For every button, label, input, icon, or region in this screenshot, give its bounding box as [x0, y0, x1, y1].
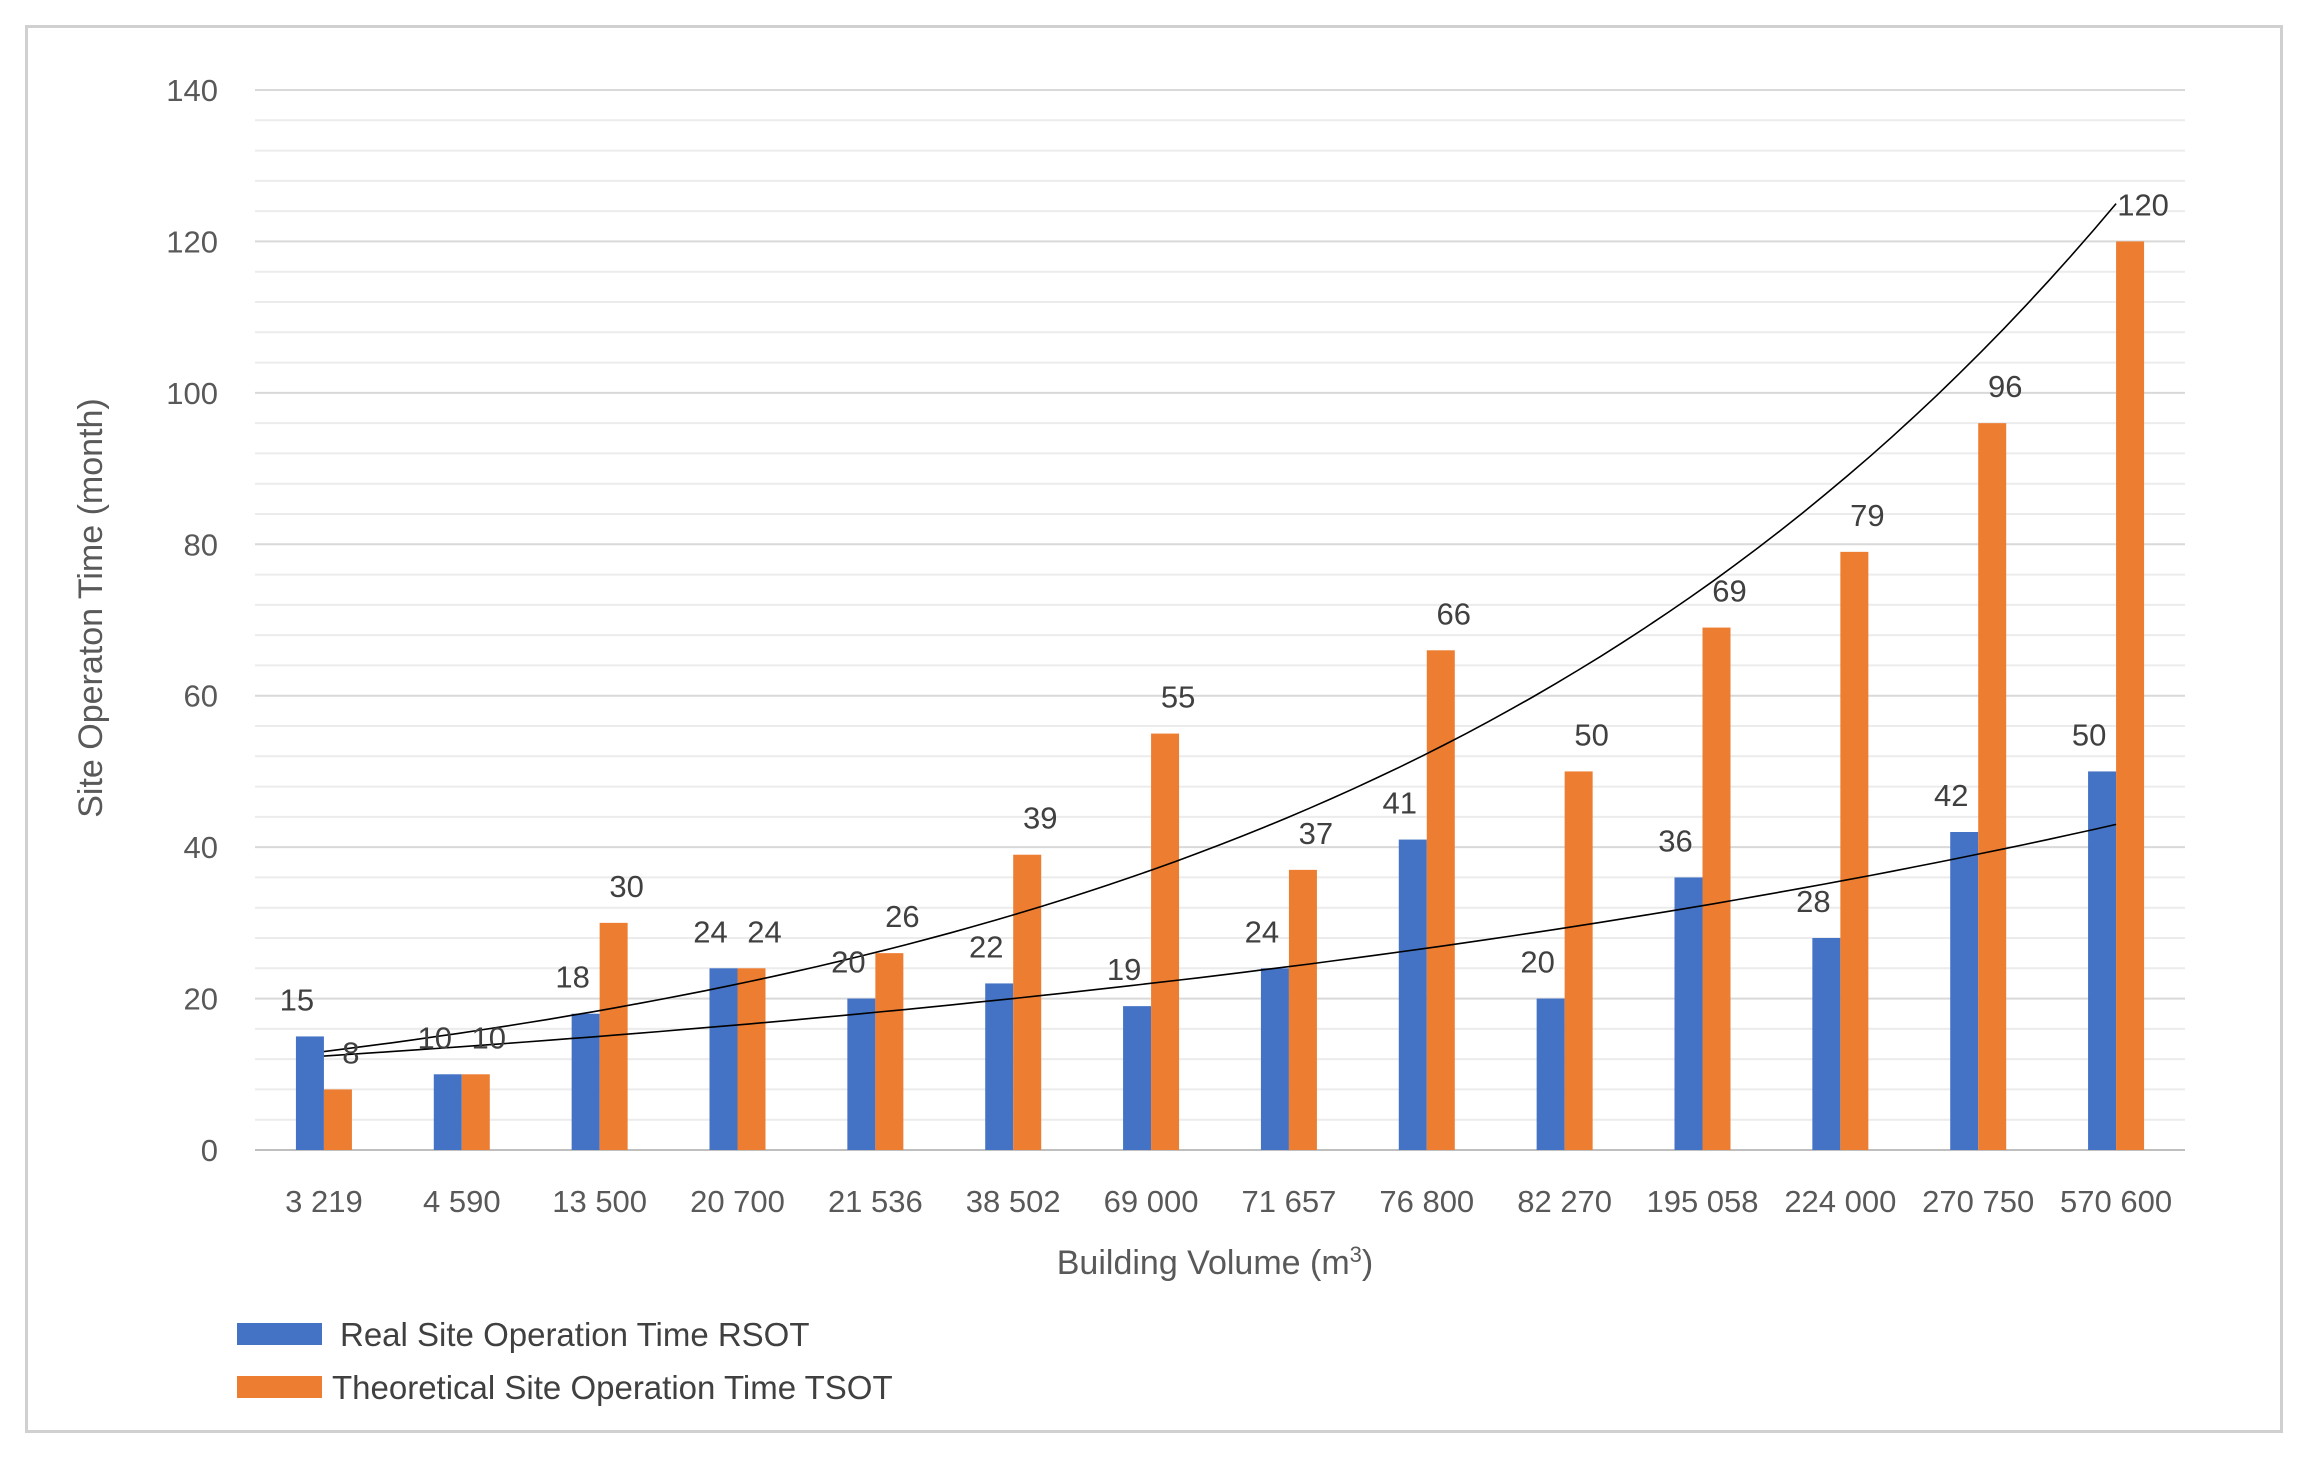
x-tick-label: 38 502: [966, 1184, 1061, 1219]
bar-rsot: [571, 1013, 600, 1150]
bar-tsot: [1978, 423, 2007, 1151]
x-axis-title-suffix: ): [1362, 1244, 1373, 1282]
legend-swatch-rsot: [237, 1323, 322, 1345]
bar-tsot: [1151, 733, 1180, 1150]
major-gridlines: [255, 89, 2185, 1151]
y-tick-label: 40: [184, 830, 218, 865]
bar-rsot: [847, 998, 876, 1150]
x-axis-title-superscript: 3: [1350, 1242, 1362, 1267]
y-axis-ticks: 0 20 40 60 80 100 120 140: [166, 73, 218, 1168]
bar-tsot: [737, 968, 766, 1150]
bar-rsot: [1123, 1006, 1152, 1150]
minor-gridlines: [255, 119, 2185, 1121]
data-label-tsot: 8: [342, 1035, 359, 1070]
y-axis-title: Site Operaton Time (month): [72, 398, 110, 818]
bar-rsot: [1260, 968, 1289, 1150]
y-tick-label: 80: [184, 527, 218, 562]
data-label-rsot: 20: [831, 945, 865, 980]
bar-rsot: [985, 983, 1014, 1150]
bar-tsot: [1840, 551, 1869, 1150]
data-label-rsot: 22: [969, 929, 1003, 964]
trendline-tsot: [323, 203, 2117, 1053]
y-tick-label: 20: [184, 982, 218, 1017]
x-tick-label: 4 590: [423, 1184, 501, 1219]
x-tick-label: 13 500: [552, 1184, 647, 1219]
data-label-rsot: 28: [1796, 884, 1830, 919]
bar-tsot: [2116, 241, 2145, 1150]
bar-tsot: [1013, 854, 1042, 1150]
data-label-rsot: 36: [1658, 823, 1692, 858]
legend: Real Site Operation Time RSOT Theoretica…: [237, 1316, 893, 1406]
trendlines: [323, 203, 2117, 1057]
data-label-tsot: 55: [1161, 680, 1195, 715]
bar-rsot: [1674, 877, 1703, 1150]
y-tick-label: 140: [166, 73, 218, 108]
legend-label-tsot: Theoretical Site Operation Time TSOT: [332, 1369, 893, 1406]
y-tick-label: 120: [166, 224, 218, 259]
bar-tsot: [1702, 627, 1731, 1150]
data-label-rsot: 19: [1107, 952, 1141, 987]
data-label-tsot: 26: [885, 899, 919, 934]
bar-rsot: [295, 1036, 324, 1150]
bar-rsot: [1950, 832, 1979, 1150]
bar-rsot: [2088, 771, 2117, 1150]
data-label-tsot: 96: [1988, 369, 2022, 404]
data-label-tsot: 69: [1712, 574, 1746, 609]
data-label-rsot: 41: [1383, 786, 1417, 821]
data-label-tsot: 66: [1437, 596, 1471, 631]
data-label-rsot: 50: [2072, 717, 2106, 752]
bar-tsot: [1426, 650, 1455, 1150]
x-tick-label: 195 058: [1646, 1184, 1758, 1219]
x-axis-ticks: 3 219 4 590 13 500 20 700 21 536 38 502 69 000…: [285, 1184, 2172, 1219]
data-labels: 15 8 10 10 18 30 24 24 20 26 22 39 19 55 24 37 41 66 20 50 3…: [280, 187, 2169, 1070]
x-tick-label: 570 600: [2060, 1184, 2172, 1219]
bar-rsot: [1812, 938, 1841, 1150]
x-tick-label: 82 270: [1517, 1184, 1612, 1219]
bar-rsot: [433, 1074, 462, 1150]
x-tick-label: 69 000: [1104, 1184, 1199, 1219]
x-tick-label: 76 800: [1379, 1184, 1474, 1219]
bar-tsot: [875, 953, 904, 1150]
bar-tsot: [1564, 771, 1593, 1150]
data-label-tsot: 10: [472, 1020, 506, 1055]
legend-swatch-tsot: [237, 1376, 322, 1398]
data-label-tsot: 24: [747, 914, 781, 949]
bar-tsot: [461, 1074, 490, 1150]
y-tick-label: 60: [184, 679, 218, 714]
data-label-rsot: 20: [1520, 945, 1554, 980]
data-label-rsot: 18: [555, 960, 589, 995]
data-label-tsot: 120: [2117, 187, 2169, 222]
x-tick-label: 270 750: [1922, 1184, 2034, 1219]
data-label-rsot: 42: [1934, 778, 1968, 813]
chart-frame: [25, 25, 2283, 1433]
data-label-rsot: 10: [418, 1020, 452, 1055]
x-tick-label: 3 219: [285, 1184, 363, 1219]
bar-tsot: [1288, 869, 1317, 1150]
data-label-tsot: 37: [1299, 816, 1333, 851]
x-tick-label: 224 000: [1784, 1184, 1896, 1219]
x-tick-label: 21 536: [828, 1184, 923, 1219]
y-tick-label: 100: [166, 376, 218, 411]
data-label-tsot: 50: [1574, 717, 1608, 752]
bar-rsot: [709, 968, 738, 1150]
data-label-tsot: 39: [1023, 801, 1057, 836]
y-tick-label: 0: [201, 1133, 218, 1168]
data-label-tsot: 79: [1850, 498, 1884, 533]
data-label-rsot: 24: [1245, 914, 1279, 949]
x-axis-title-main: Building Volume (m: [1057, 1244, 1350, 1282]
legend-label-rsot: Real Site Operation Time RSOT: [340, 1316, 810, 1353]
bars: [295, 241, 2145, 1151]
data-label-tsot: 30: [609, 869, 643, 904]
x-tick-label: 20 700: [690, 1184, 785, 1219]
bar-rsot: [1398, 839, 1427, 1150]
x-axis-title: Building Volume (m3): [1057, 1242, 1374, 1282]
x-tick-label: 71 657: [1242, 1184, 1337, 1219]
trendline-rsot: [323, 823, 2117, 1057]
data-label-rsot: 24: [693, 914, 727, 949]
bar-tsot: [323, 1089, 352, 1150]
bar-rsot: [1536, 998, 1565, 1150]
data-label-rsot: 15: [280, 982, 314, 1017]
